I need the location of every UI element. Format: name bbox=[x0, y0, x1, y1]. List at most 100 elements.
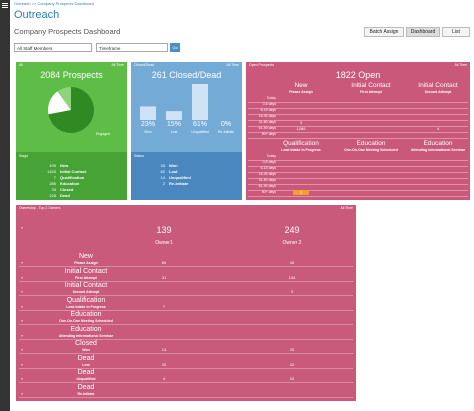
status-name[interactable]: Unqualified bbox=[169, 175, 191, 180]
owner-count[interactable]: 20 bbox=[161, 361, 167, 367]
status-name[interactable]: Lost bbox=[169, 169, 178, 174]
row-divider bbox=[248, 107, 468, 108]
cell-value[interactable]: 1286 bbox=[296, 126, 306, 131]
row-label: 90+ days bbox=[261, 132, 276, 136]
status-count: 2 bbox=[162, 181, 165, 186]
row-divider bbox=[19, 382, 353, 383]
bar-value: 61% bbox=[192, 121, 207, 128]
column-step: Lead Intake in Progress bbox=[281, 148, 321, 152]
row-stage: Dead bbox=[77, 369, 95, 376]
menu-icon[interactable] bbox=[2, 3, 8, 4]
panel-title: 1822 Open bbox=[335, 70, 381, 80]
button[interactable]: Dashboard bbox=[406, 27, 440, 37]
expand-icon: » bbox=[21, 376, 24, 381]
cell-value[interactable]: 4 bbox=[436, 126, 440, 131]
owner-count[interactable]: 13 bbox=[161, 347, 167, 352]
owner-count[interactable]: 42 bbox=[289, 361, 295, 367]
panel-tag: All bbox=[19, 63, 23, 67]
stage-count: 33 bbox=[51, 187, 56, 192]
menu-icon bbox=[2, 5, 8, 6]
stage-name[interactable]: Qualification bbox=[60, 175, 85, 180]
panel-range: All Time bbox=[226, 63, 239, 67]
row-divider bbox=[19, 396, 353, 397]
open-panel: Open Prospects All Time 1822 Open New Please… bbox=[246, 62, 470, 200]
row-step: Lead Intake in Progress bbox=[66, 304, 106, 309]
status-count: 14 bbox=[160, 175, 165, 180]
row-step: One-On-One Meeting Scheduled bbox=[59, 319, 113, 323]
owner-count[interactable]: 69 bbox=[161, 260, 167, 265]
row-divider bbox=[248, 189, 468, 190]
owner-count[interactable]: 40 bbox=[289, 260, 295, 265]
row-step: Attending Informational Seminar bbox=[58, 333, 114, 338]
row-stage: Initial Contact bbox=[64, 267, 108, 275]
row-stage: Education bbox=[70, 311, 102, 318]
column-step: Please Assign bbox=[289, 90, 313, 94]
panel-range: All Time bbox=[454, 63, 467, 67]
page-title: Outreach bbox=[14, 9, 60, 21]
expand-icon: » bbox=[21, 318, 24, 323]
owner-count[interactable]: 20 bbox=[289, 347, 295, 352]
bar-name: Won bbox=[144, 130, 152, 134]
row-label: 16-30 days bbox=[258, 172, 276, 176]
button[interactable]: Batch Assign bbox=[364, 27, 404, 37]
go-button[interactable]: Go bbox=[170, 43, 180, 52]
row-label: 61-90 days bbox=[258, 184, 276, 188]
staff-select[interactable]: All Staff Members bbox=[14, 43, 92, 52]
button[interactable]: List bbox=[442, 27, 470, 37]
stage-name[interactable]: New bbox=[60, 163, 69, 168]
row-divider bbox=[19, 280, 353, 281]
owner-name: Owner 2 bbox=[282, 240, 302, 246]
stage-name[interactable]: Dead bbox=[60, 193, 70, 198]
timeframe-select[interactable]: Timeframe bbox=[96, 43, 168, 52]
owner-count[interactable]: 4 bbox=[162, 376, 166, 381]
owner-count[interactable]: 7 bbox=[162, 303, 166, 309]
stage-name[interactable]: Closed bbox=[60, 187, 74, 192]
row-divider bbox=[248, 113, 468, 114]
expand-icon: » bbox=[21, 361, 24, 367]
ownership-panel: Ownership - Top 2 Owners All Time 139 Owner… bbox=[16, 205, 356, 401]
row-step: Re-Initiate bbox=[77, 391, 95, 396]
row-label: 0-5 days bbox=[262, 102, 276, 106]
owner-count[interactable]: 134 bbox=[288, 274, 296, 280]
pie-slice bbox=[48, 91, 71, 115]
row-label: 6-15 days bbox=[260, 108, 276, 112]
bar-chart bbox=[140, 84, 208, 120]
pie-legend: Engaged bbox=[96, 132, 111, 136]
row-divider bbox=[19, 309, 353, 310]
owner-total: 249 bbox=[284, 225, 300, 235]
expand-icon: » bbox=[21, 390, 24, 396]
owner-count[interactable]: 10 bbox=[289, 376, 295, 381]
stage-name[interactable]: Initial Contact bbox=[60, 169, 87, 174]
row-divider bbox=[248, 171, 468, 172]
expand-icon: » bbox=[21, 225, 24, 230]
column-stage: New bbox=[294, 82, 308, 89]
row-stage: Dead bbox=[77, 383, 95, 391]
cell-value[interactable]: 3 bbox=[293, 190, 309, 195]
row-divider bbox=[19, 338, 353, 339]
lower-section bbox=[16, 152, 127, 200]
status-name[interactable]: Re-Initiate bbox=[169, 181, 189, 186]
column-stage: Qualification bbox=[283, 140, 319, 147]
column-step: Second Attempt bbox=[424, 90, 452, 94]
breadcrumb[interactable]: Outreach >> Company Prospects Dashboard bbox=[14, 1, 95, 6]
row-divider bbox=[248, 195, 468, 196]
stage-count: 7 bbox=[53, 175, 56, 180]
row-divider bbox=[248, 101, 468, 102]
bar bbox=[166, 111, 182, 120]
row-stage: Education bbox=[70, 325, 102, 333]
owner-count[interactable]: 3 bbox=[290, 289, 294, 294]
status-count: 33 bbox=[160, 163, 165, 168]
bar-name: Lost bbox=[170, 130, 178, 134]
row-stage: New bbox=[78, 253, 93, 260]
row-step: Lost bbox=[82, 362, 90, 367]
bar-value: 23% bbox=[140, 121, 155, 128]
cell-value[interactable]: 3 bbox=[299, 120, 303, 125]
status-name[interactable]: Won bbox=[169, 163, 178, 168]
bar-name: Re-Initiate bbox=[218, 130, 234, 134]
row-label: 31-60 days bbox=[258, 178, 276, 182]
stage-name[interactable]: Education bbox=[60, 181, 80, 186]
panel-tag: Ownership - Top 2 Owners bbox=[19, 206, 61, 210]
owner-count[interactable]: 31 bbox=[161, 274, 167, 280]
row-stage: Closed bbox=[75, 340, 97, 347]
row-step: Second Attempt bbox=[72, 290, 100, 294]
